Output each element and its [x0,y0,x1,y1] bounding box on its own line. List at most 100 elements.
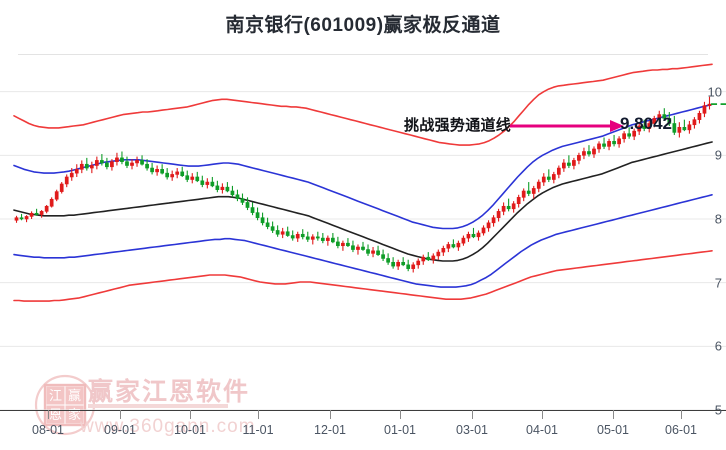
candle-body [64,176,69,185]
candle-body [49,198,54,207]
candle-body [692,119,697,126]
candle-body [341,242,345,247]
x-axis-tick-label: 12-01 [314,423,346,437]
candle-body [336,241,340,247]
y-axis-tick-label: 9 [714,147,722,163]
candle-body [270,226,275,231]
candle-body [39,211,44,215]
candle-body [54,191,59,200]
candle-body [325,237,330,241]
x-axis-tick-label: 05-01 [597,423,629,437]
x-axis-tick-mark [258,410,259,419]
candle-body [567,162,571,166]
candle-body [536,181,541,189]
candle-body [622,133,626,140]
x-axis-tick-label: 04-01 [526,423,558,437]
candle-body [200,180,205,185]
x-axis-tick-mark [120,410,121,419]
candle-body [662,114,667,119]
candle-body [240,198,245,203]
candle-body [587,151,591,155]
candle-body [521,190,526,198]
candle-body [642,125,647,129]
candle-body [265,222,270,227]
candle-body [391,261,395,267]
candle-body [461,237,466,244]
candle-body [230,190,235,196]
candle-body [592,148,596,155]
candle-body [541,176,546,183]
candle-body [506,205,511,210]
x-axis-tick-mark [542,410,543,419]
candle-body [657,114,662,119]
candle-body [29,212,34,217]
right-arrow-icon [510,120,624,132]
candle-body [617,138,621,145]
candle-body [356,246,360,250]
candle-body [526,190,531,194]
x-axis-tick-mark [330,410,331,419]
candle-body [511,203,516,210]
candle-body [602,143,606,147]
candle-body [220,186,225,191]
candle-body [546,176,551,180]
channel-line [13,194,713,288]
candle-body [687,124,692,131]
channel-line [13,63,713,146]
candle-body [175,171,180,175]
candle-body [210,181,215,187]
x-axis-tick-label: 01-01 [384,423,416,437]
channel-line [13,250,713,302]
candle-body [401,261,406,266]
candle-body [255,212,260,219]
candle-body [481,227,486,234]
candle-body [667,118,672,124]
candle-body [531,188,536,194]
candle-body [305,236,310,240]
candle-body [431,255,436,261]
x-axis-tick-label: 06-01 [665,423,697,437]
candle-body [371,250,375,254]
candle-body [145,163,149,169]
channel-line [13,103,713,230]
page-title: 南京银行(601009)赢家极反通道 [225,15,501,36]
candle-body [295,233,300,239]
candle-body [320,237,325,241]
candle-body [441,247,446,253]
x-axis-tick-mark [681,410,682,419]
candle-body [94,160,99,166]
plot-area [0,55,726,410]
candle-body [100,160,104,164]
candle-body [572,160,576,166]
candle-body [637,125,642,132]
candle-body [446,244,451,249]
candle-body [190,176,195,180]
candle-body [607,141,611,147]
candle-body [351,245,355,250]
candle-body [471,233,476,238]
candle-body [436,251,441,257]
candle-body [155,169,159,173]
candle-body [89,165,94,169]
candle-body [476,232,481,238]
arrow-head [610,120,624,132]
candle-body [115,157,119,162]
candle-body [366,249,370,254]
candle-body [466,233,471,239]
candle-body [110,161,114,168]
candle-body [150,167,154,173]
candle-body [24,216,29,220]
candle-body [597,143,601,150]
x-axis-tick-mark [400,410,401,419]
candle-body [160,169,164,174]
candle-body [501,205,506,212]
candle-body [396,261,401,267]
candle-body [582,151,586,156]
candle-body [250,207,255,213]
x-axis-tick-label: 11-01 [242,423,274,437]
candle-body [682,127,687,131]
candle-body [300,233,305,238]
candle-body [105,162,109,168]
candle-body [381,254,385,259]
candle-body [225,186,230,192]
